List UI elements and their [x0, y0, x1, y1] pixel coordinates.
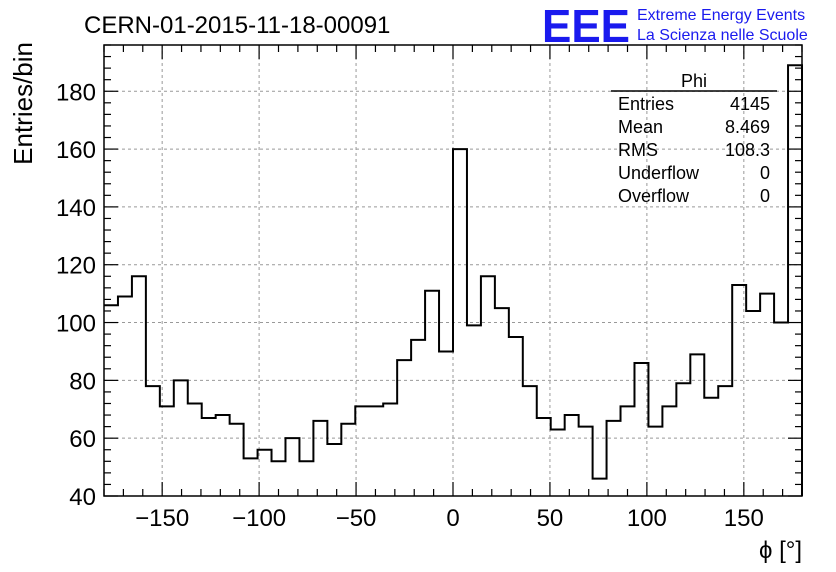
- x-tick-label: −50: [336, 505, 377, 532]
- stats-value-overflow: 0: [760, 186, 770, 206]
- stats-value-underflow: 0: [760, 163, 770, 183]
- y-axis-label: Entries/bin: [8, 42, 38, 165]
- stats-value-mean: 8.469: [725, 117, 770, 137]
- histogram-line: [104, 64, 803, 496]
- eee-logo: EEE Extreme Energy Events La Scienza nel…: [542, 0, 808, 52]
- y-tick-label: 180: [56, 79, 96, 106]
- stats-value-entries: 4145: [730, 94, 770, 114]
- y-tick-label: 40: [69, 484, 96, 511]
- y-tick-label: 100: [56, 311, 96, 338]
- run-title: CERN-01-2015-11-18-00091: [84, 12, 390, 39]
- stats-label-entries: Entries: [618, 94, 674, 114]
- eee-logo-line1: Extreme Energy Events: [637, 7, 805, 24]
- axis-ticks: [103, 44, 803, 497]
- x-tick-label: 150: [724, 505, 764, 532]
- eee-logo-line2: La Scienza nelle Scuole: [637, 27, 808, 44]
- x-tick-label: −100: [232, 505, 286, 532]
- x-tick-label: −150: [135, 505, 189, 532]
- y-tick-label: 120: [56, 253, 96, 280]
- x-tick-label: 0: [446, 505, 459, 532]
- stats-label-mean: Mean: [618, 117, 663, 137]
- y-tick-label: 80: [69, 368, 96, 395]
- y-tick-label: 140: [56, 195, 96, 222]
- stats-value-rms: 108.3: [725, 140, 770, 160]
- y-tick-label: 60: [69, 426, 96, 453]
- x-tick-label: 50: [537, 505, 564, 532]
- stats-label-rms: RMS: [618, 140, 658, 160]
- x-axis-label: ϕ [°]: [759, 537, 802, 564]
- stats-box: Phi Entries 4145 Mean 8.469 RMS 108.3 Un…: [611, 71, 777, 206]
- y-tick-labels: 40 60 80 100 120 140 160 180: [56, 79, 96, 511]
- x-tick-label: 100: [627, 505, 667, 532]
- stats-label-overflow: Overflow: [618, 186, 690, 206]
- x-tick-labels: −150 −100 −50 0 50 100 150: [135, 505, 764, 532]
- y-tick-label: 160: [56, 137, 96, 164]
- stats-title: Phi: [681, 71, 707, 91]
- eee-logo-mark: EEE: [542, 0, 630, 52]
- stats-label-underflow: Underflow: [618, 163, 700, 183]
